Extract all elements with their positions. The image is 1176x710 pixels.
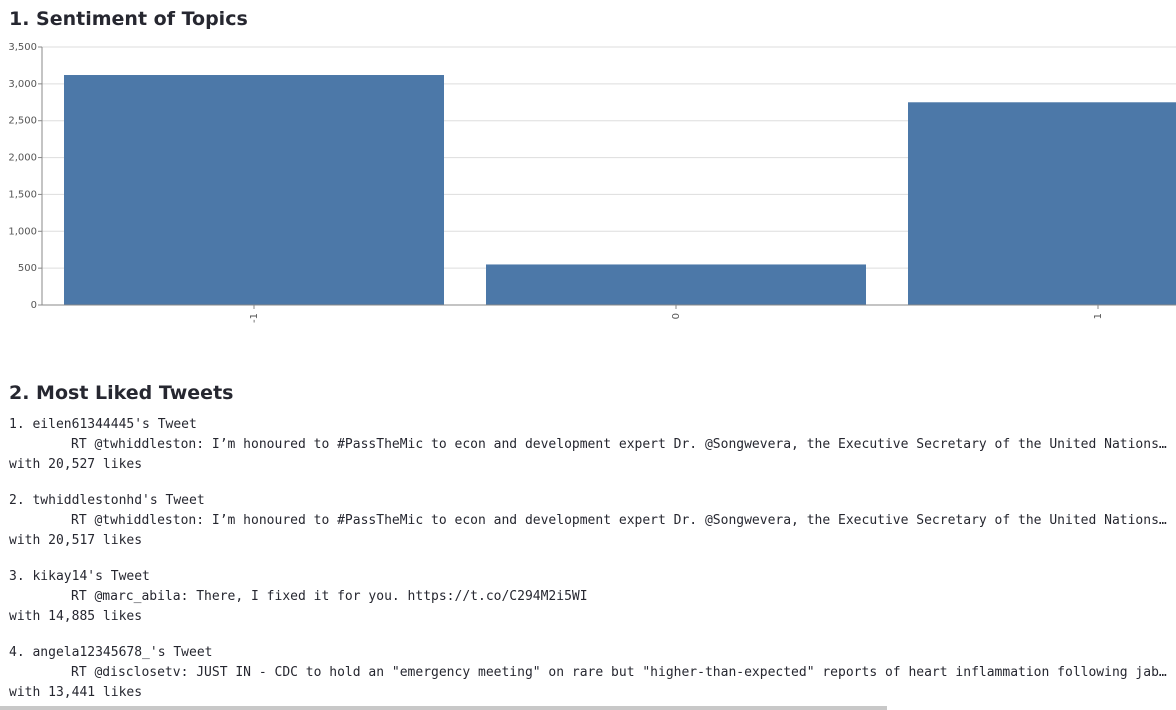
tweet-likes: with 20,527 likes (9, 457, 143, 472)
tweet-text: RT @twhiddleston: I’m honoured to #PassT… (71, 437, 1167, 452)
tweet: 3. kikay14's Tweet RT @marc_abila: There,… (9, 567, 1169, 627)
bar (64, 75, 444, 305)
tweet-text: RT @twhiddleston: I’m honoured to #PassT… (71, 513, 1167, 528)
x-tick-label: 0 (671, 313, 682, 319)
tweet-likes: with 13,441 likes (9, 685, 143, 700)
y-tick-label: 2,000 (8, 153, 37, 164)
chart-title: 1. Sentiment of Topics (9, 8, 248, 30)
x-tick-label: 1 (1093, 313, 1104, 319)
section-title: 2. Most Liked Tweets (9, 382, 234, 404)
y-tick-label: 500 (18, 263, 37, 274)
tweet-title: 1. eilen61344445's Tweet (9, 417, 197, 432)
y-tick-label: 2,500 (8, 116, 37, 127)
y-tick-label: 3,500 (8, 42, 37, 53)
chart: 0 500 1,000 1,500 2,000 2,500 3,000 3,500 -1 0 1 (8, 42, 1176, 323)
tweet: 4. angela12345678_'s Tweet RT @disclosetv… (9, 643, 1169, 703)
x-tick-label: -1 (249, 313, 260, 323)
scrollbar[interactable] (0, 706, 887, 710)
tweet-likes: with 14,885 likes (9, 609, 143, 624)
bar (908, 102, 1176, 306)
y-tick-label: 3,000 (8, 79, 37, 90)
y-tick-label: 1,500 (8, 189, 37, 200)
bar (486, 264, 866, 305)
tweet-likes: with 20,517 likes (9, 533, 143, 548)
tweet-text: RT @disclosetv: JUST IN - CDC to hold an… (71, 665, 1167, 680)
tweet-title: 4. angela12345678_'s Tweet (9, 645, 213, 660)
tweet-title: 2. twhiddlestonhd's Tweet (9, 493, 205, 508)
tweet-title: 3. kikay14's Tweet (9, 569, 150, 584)
y-tick-label: 1,000 (8, 226, 37, 237)
y-tick-label: 0 (31, 300, 37, 311)
tweet: 1. eilen61344445's Tweet RT @twhiddleston… (9, 415, 1169, 475)
tweet-text: RT @marc_abila: There, I fixed it for yo… (71, 589, 588, 604)
tweet: 2. twhiddlestonhd's Tweet RT @twhiddlesto… (9, 491, 1169, 551)
